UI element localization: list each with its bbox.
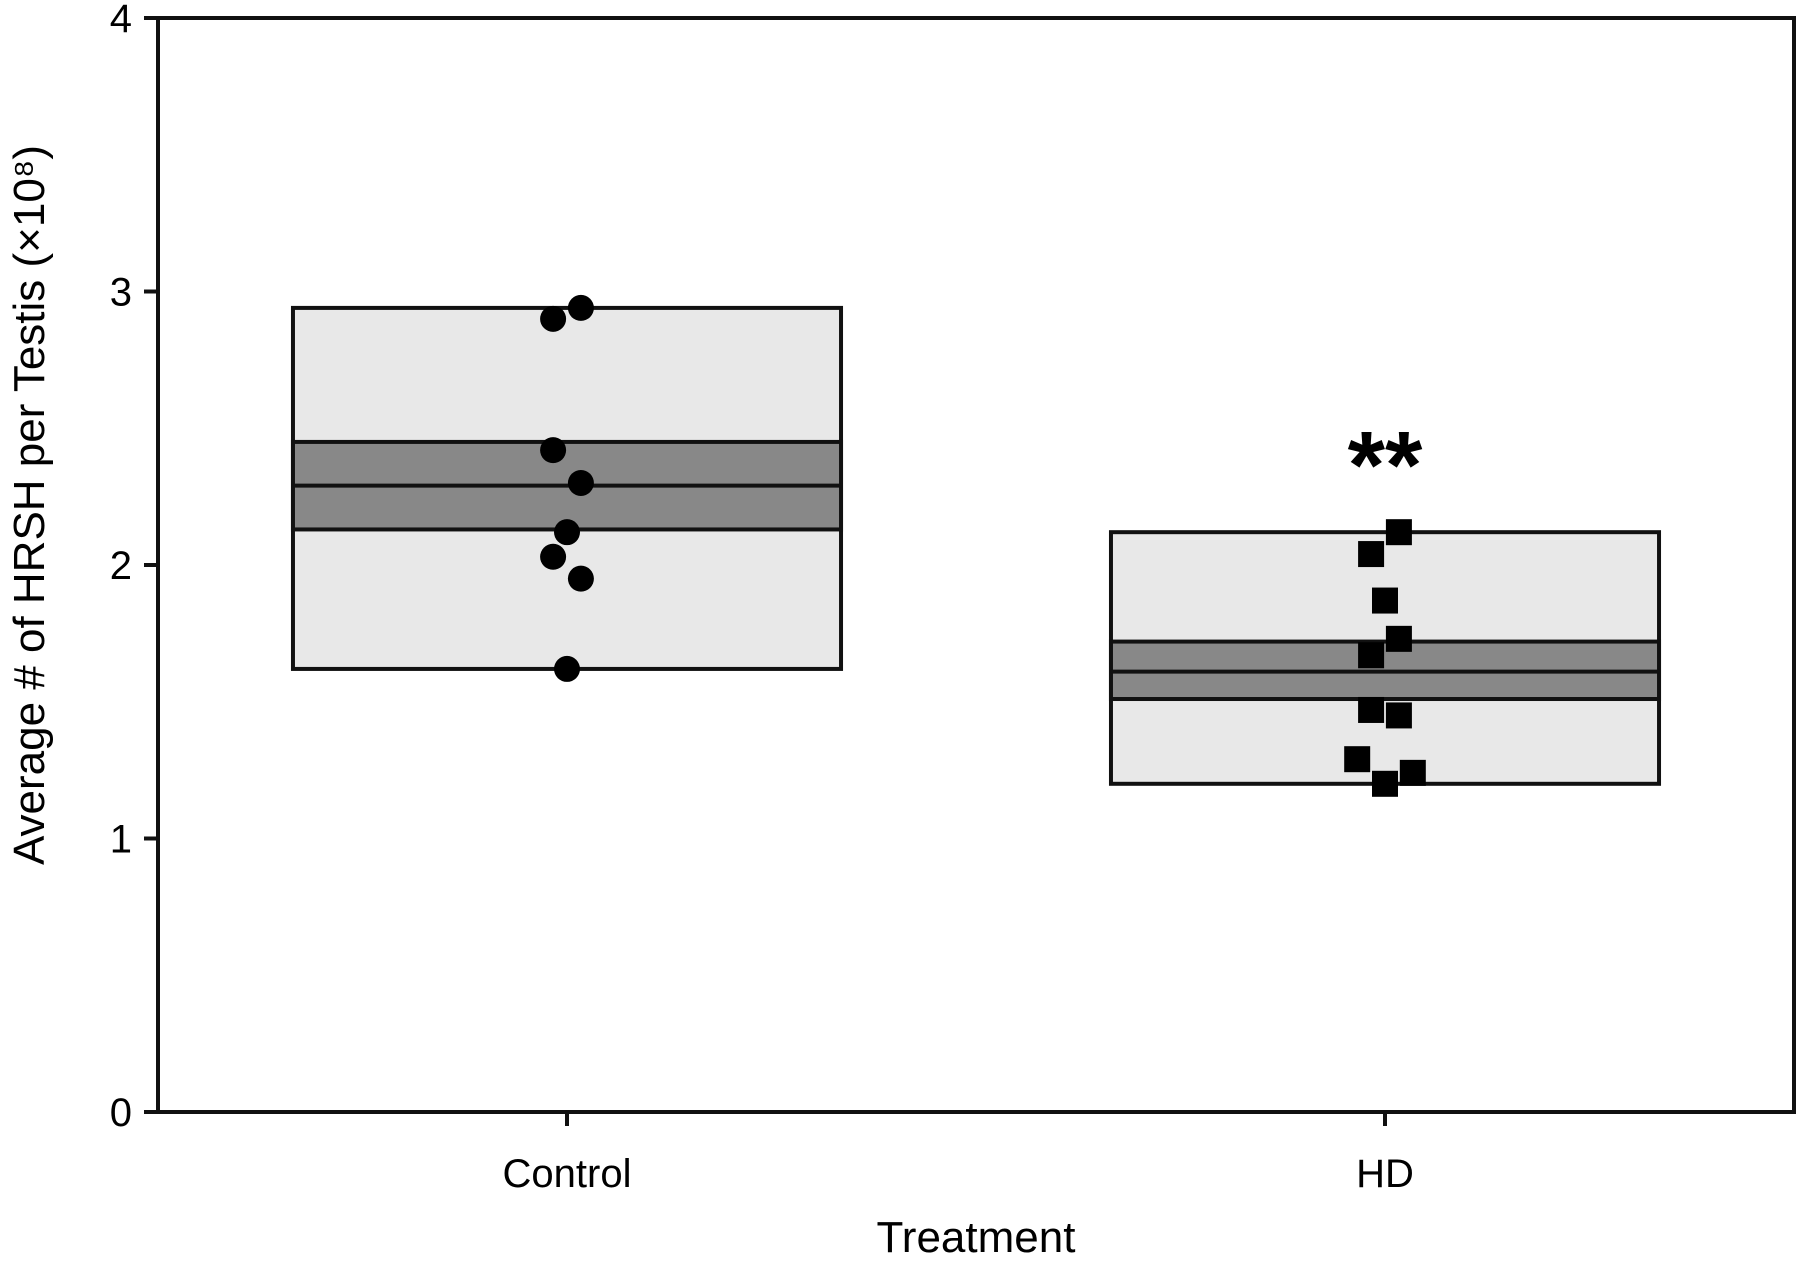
data-point (1385, 702, 1412, 729)
data-point (1344, 746, 1371, 773)
data-points (540, 294, 1426, 797)
mean-lines (292, 483, 1660, 674)
y-axis: 0 1 2 3 4 (110, 0, 158, 1135)
data-point (567, 294, 594, 321)
y-tick-label: 4 (110, 0, 132, 41)
annotations: ** (1348, 412, 1423, 519)
data-point (1358, 541, 1385, 568)
data-point (1372, 587, 1398, 614)
y-tick-label: 1 (110, 818, 132, 862)
data-point (1372, 770, 1398, 797)
x-axis: Control HD (503, 1112, 1414, 1196)
data-point (540, 437, 567, 464)
data-point (1385, 625, 1412, 652)
data-point (554, 519, 580, 546)
data-point (554, 655, 580, 682)
significance-annotation: ** (1348, 412, 1423, 519)
data-point (1385, 519, 1412, 546)
y-tick-label: 0 (110, 1091, 132, 1135)
range-boxes (290, 305, 1662, 786)
x-tick-label: HD (1356, 1152, 1414, 1196)
y-tick-label: 2 (110, 544, 132, 588)
data-point (567, 469, 594, 496)
data-point (540, 543, 567, 570)
x-axis-title: Treatment (877, 1213, 1076, 1262)
data-point (1358, 696, 1385, 723)
data-point (1399, 759, 1426, 786)
data-point (1358, 642, 1385, 669)
data-point (540, 305, 567, 332)
y-tick-label: 3 (110, 271, 132, 315)
y-axis-title: Average # of HRSH per Testis (×10⁸) (5, 145, 54, 865)
x-tick-label: Control (503, 1152, 632, 1196)
data-point (567, 565, 594, 592)
